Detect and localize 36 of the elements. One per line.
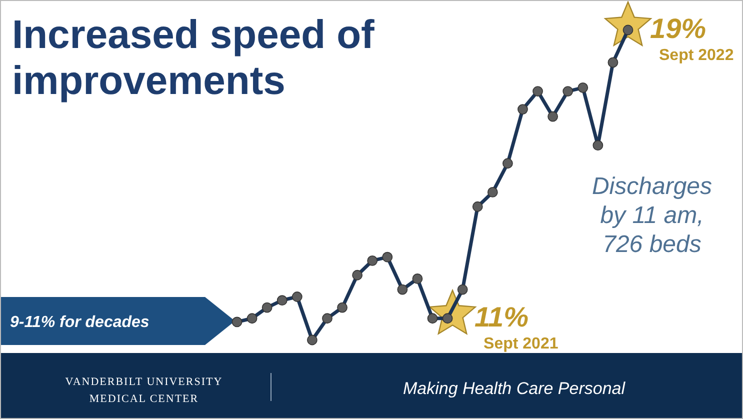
point xyxy=(322,313,332,324)
point xyxy=(548,111,558,122)
point xyxy=(518,104,528,114)
point xyxy=(352,270,363,280)
point xyxy=(487,187,498,198)
annotation: Discharges by 11 am, 726 beds xyxy=(592,173,712,258)
point xyxy=(457,284,468,295)
point xyxy=(262,302,272,313)
point xyxy=(246,313,258,324)
chart-title: Increased speed of improvements xyxy=(12,13,376,103)
point xyxy=(306,334,318,346)
annotation: Sept 2021 xyxy=(484,335,558,352)
point xyxy=(622,24,634,36)
point xyxy=(472,201,483,212)
point xyxy=(232,316,242,328)
point xyxy=(532,86,543,96)
point xyxy=(276,295,288,306)
text: 9-11% for decades xyxy=(10,314,150,331)
point xyxy=(442,313,453,324)
text: Sept 2022 xyxy=(659,47,734,64)
point xyxy=(592,140,604,151)
data-label: 11% xyxy=(474,301,529,332)
text: Making Health Care Personal xyxy=(402,379,626,398)
point xyxy=(427,313,438,324)
point xyxy=(337,302,348,313)
point xyxy=(412,274,423,284)
point xyxy=(502,158,513,169)
data-label: 19% xyxy=(650,13,706,44)
point xyxy=(397,284,408,295)
point xyxy=(292,292,302,302)
text: VANDERBILT UNIVERSITY MEDICAL CENTER xyxy=(65,376,223,405)
point xyxy=(562,86,574,96)
point xyxy=(608,57,618,68)
point xyxy=(382,252,393,262)
point xyxy=(578,82,588,93)
point xyxy=(367,256,378,266)
